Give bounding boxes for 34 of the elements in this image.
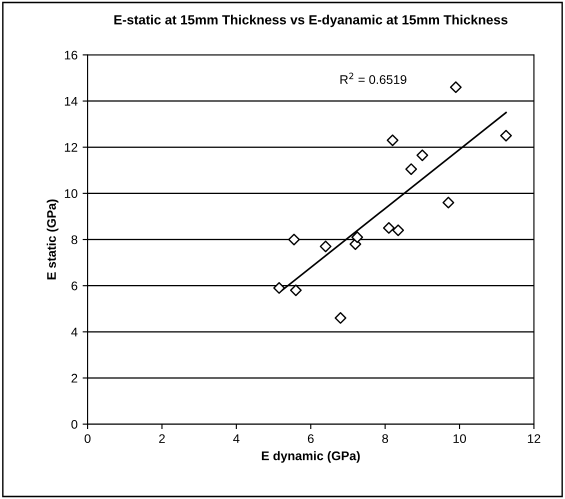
- y-tick-label: 2: [72, 374, 78, 383]
- y-tick-label: 14: [64, 96, 78, 106]
- y-tick-label: 16: [64, 50, 78, 60]
- point: [351, 231, 364, 244]
- point: [500, 130, 512, 142]
- annotation: R$^{2}$ = 0.6519: [340, 72, 406, 84]
- y-axis-title: E static (GPa): [46, 200, 58, 280]
- point: [273, 282, 286, 294]
- point: [290, 284, 302, 296]
- y-tick-label: 12: [64, 143, 78, 152]
- x-tick-label: 2: [159, 434, 165, 443]
- point: [334, 312, 346, 324]
- y-tick-label: 6: [72, 281, 78, 290]
- x-tick-label: 6: [308, 434, 314, 444]
- point: [392, 224, 404, 236]
- x-tick-label: 8: [382, 434, 388, 444]
- y-tick-label: 10: [64, 189, 78, 198]
- x-axis-title: E dynamic (GPa): [262, 451, 360, 463]
- point: [405, 163, 418, 176]
- y-tick-label: 4: [71, 328, 78, 336]
- point: [450, 81, 462, 94]
- point: [382, 222, 395, 234]
- point: [442, 196, 454, 208]
- point: [320, 240, 332, 252]
- x-tick-label: 0: [84, 434, 91, 444]
- point: [386, 134, 398, 146]
- x-tick-label: 4: [233, 434, 240, 443]
- x-tick-label: 12: [528, 434, 540, 443]
- x-tick-label: 10: [454, 434, 466, 444]
- chart-title: E-static at 15mm Thickness vs E-dyanamic at 15mm Thickness: [114, 14, 508, 28]
- point: [288, 234, 300, 246]
- y-tick-label: 8: [71, 235, 78, 244]
- point: [416, 149, 428, 162]
- y-tick-label: 0: [71, 420, 78, 429]
